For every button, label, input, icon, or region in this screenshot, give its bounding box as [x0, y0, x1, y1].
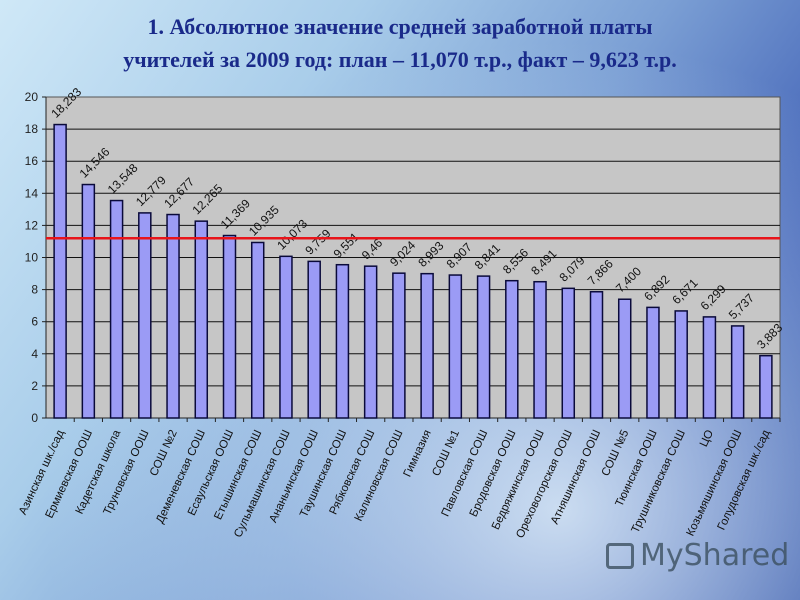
watermark: MyShared [606, 538, 789, 573]
bar [250, 241, 265, 419]
bar [53, 123, 67, 419]
bar [448, 274, 463, 419]
bar [420, 272, 434, 419]
y-tick-label: 20 [25, 90, 39, 104]
watermark-text: MyShared [640, 538, 790, 573]
bar [759, 354, 773, 419]
title-line-2: учителей за 2009 год: план – 11,070 т.р.… [123, 47, 677, 72]
bar [109, 199, 124, 419]
y-tick-label: 10 [25, 251, 39, 265]
bar [166, 213, 180, 419]
slide-title: 1. Абсолютное значение средней заработно… [0, 10, 800, 76]
x-tick-label: СОШ №5 [600, 428, 632, 478]
y-tick-label: 0 [31, 411, 38, 425]
x-tick-label: ЦО [698, 428, 716, 449]
title-line-1: 1. Абсолютное значение средней заработно… [147, 14, 653, 39]
x-tick-label: СОШ №2 [148, 428, 180, 478]
bar [561, 287, 576, 419]
bar [279, 255, 293, 419]
y-tick-label: 6 [31, 315, 38, 329]
y-tick-label: 18 [25, 122, 39, 136]
y-tick-label: 2 [31, 379, 38, 393]
y-tick-label: 14 [25, 186, 39, 200]
bar [363, 265, 378, 419]
bar [307, 260, 321, 419]
x-tick-label: Трушниковская СОШ [630, 428, 688, 535]
x-tick-label: Бедряжинская ООШ [490, 428, 547, 532]
presentation-board-icon [606, 542, 634, 569]
bar [81, 183, 96, 419]
y-tick-label: 12 [25, 218, 39, 232]
bar [222, 234, 237, 419]
y-tick-label: 4 [31, 347, 38, 361]
bar [674, 310, 688, 419]
bar [505, 279, 519, 419]
x-tick-label: Голудовская шк./сад [716, 428, 773, 532]
bar [702, 316, 717, 419]
bar [392, 272, 406, 419]
bar [730, 325, 745, 419]
y-tick-label: 8 [31, 283, 38, 297]
bar [589, 291, 604, 419]
bar [533, 280, 547, 419]
bar [335, 263, 350, 419]
x-tick-label: Гимназия [402, 428, 434, 479]
x-tick-label: СОШ №1 [430, 428, 462, 478]
bar [194, 220, 209, 419]
bar [617, 298, 632, 419]
bar [138, 212, 152, 419]
bar [476, 275, 491, 419]
y-tick-label: 16 [25, 154, 39, 168]
bar [646, 306, 660, 419]
